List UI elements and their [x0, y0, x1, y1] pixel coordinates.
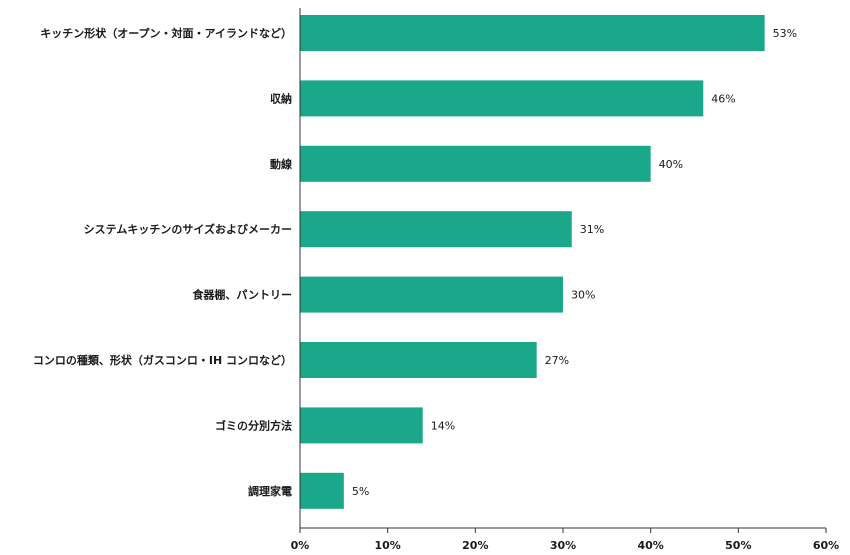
- x-tick-label-1: 10%: [374, 539, 400, 552]
- category-label-3: システムキッチンのサイズおよびメーカー: [84, 222, 292, 236]
- value-label-0: 53%: [773, 27, 797, 40]
- x-tick-label-0: 0%: [291, 539, 310, 552]
- x-tick-label-3: 30%: [550, 539, 576, 552]
- value-label-7: 5%: [352, 485, 369, 498]
- category-label-6: ゴミの分別方法: [215, 418, 292, 432]
- value-label-5: 27%: [545, 354, 569, 367]
- bar-3: [300, 211, 572, 248]
- value-label-1: 46%: [711, 92, 735, 105]
- x-tick-label-6: 60%: [813, 539, 839, 552]
- value-labels-group: 53% 46% 40% 31% 30% 27% 14% 5%: [352, 27, 797, 498]
- bar-2: [300, 145, 651, 182]
- value-label-4: 30%: [571, 289, 595, 302]
- value-label-3: 31%: [580, 223, 604, 236]
- category-label-7: 調理家電: [248, 484, 292, 498]
- x-ticks-group: 0% 10% 20% 30% 40% 50% 60%: [291, 528, 839, 552]
- category-label-1: 収納: [270, 91, 292, 105]
- bars-group: [300, 15, 765, 509]
- bar-4: [300, 276, 563, 313]
- bar-1: [300, 80, 704, 117]
- category-label-2: 動線: [270, 157, 292, 171]
- category-label-0: キッチン形状（オープン・対面・アイランドなど）: [40, 26, 292, 40]
- bar-5: [300, 342, 537, 378]
- category-label-5: コンロの種類、形状（ガスコンロ・IH コンロなど）: [33, 353, 292, 367]
- bar-7: [300, 472, 344, 509]
- x-tick-label-2: 20%: [462, 539, 488, 552]
- x-tick-label-5: 50%: [725, 539, 751, 552]
- x-tick-label-4: 40%: [637, 539, 663, 552]
- bar-0: [300, 15, 765, 51]
- bar-6: [300, 407, 423, 444]
- value-label-2: 40%: [659, 158, 683, 171]
- category-label-4: 食器棚、パントリー: [192, 288, 292, 302]
- value-label-6: 14%: [431, 419, 455, 432]
- category-labels-group: キッチン形状（オープン・対面・アイランドなど） 収納動線システムキッチンのサイズお…: [33, 26, 292, 498]
